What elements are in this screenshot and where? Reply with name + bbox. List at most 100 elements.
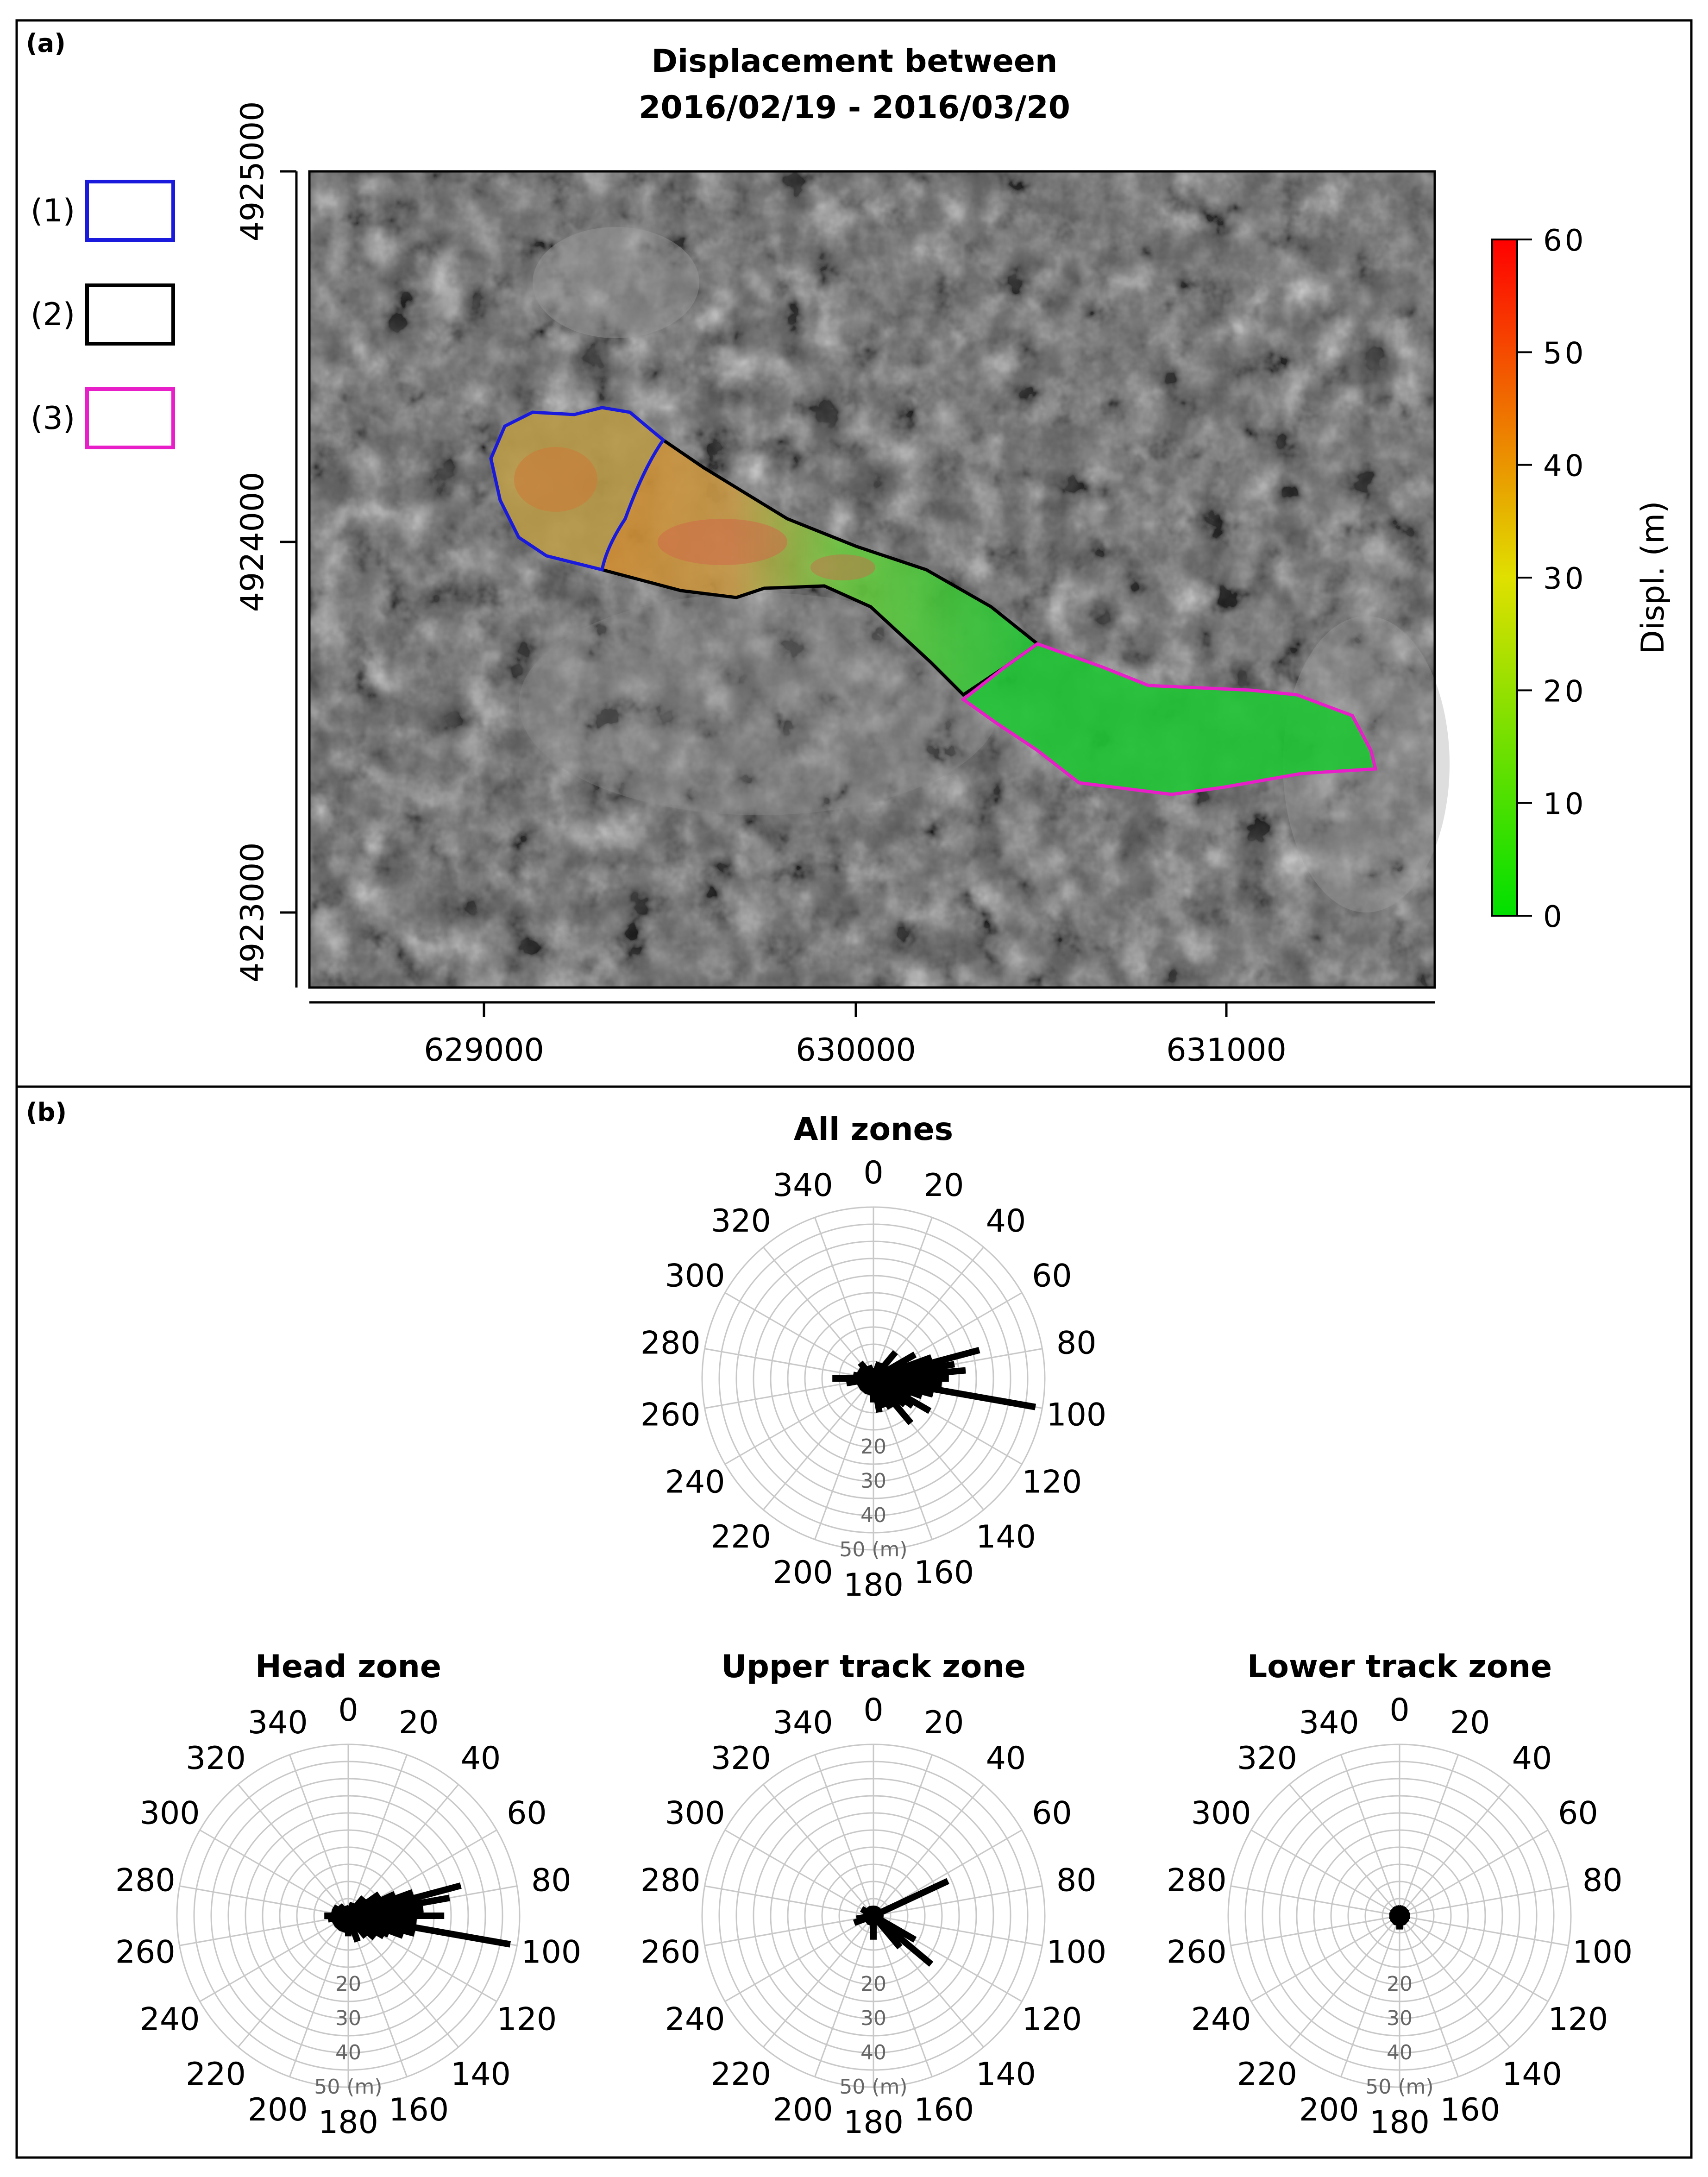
rose-angle-label: 80 xyxy=(531,1862,571,1899)
rose-angle-label: 280 xyxy=(1167,1862,1227,1899)
rose-angle-label: 320 xyxy=(711,1740,771,1777)
rose-angle-label: 200 xyxy=(248,2092,308,2128)
rose-spoke xyxy=(1250,1915,1400,2002)
rose-angle-label: 300 xyxy=(665,1795,725,1832)
rose-angle-label: 20 xyxy=(1450,1705,1490,1741)
rose-angle-label: 220 xyxy=(711,1519,771,1555)
rose-spoke xyxy=(1399,1915,1569,1946)
rose-spoke xyxy=(347,1754,408,1916)
colorbar-tick-label: 30 xyxy=(1543,562,1586,596)
rose-angle-label: 280 xyxy=(115,1862,176,1899)
rose-spoke xyxy=(704,1915,874,1946)
rose-spoke xyxy=(1399,1829,1549,1917)
rose-angle-label: 160 xyxy=(914,2092,974,2128)
rose-angle-label: 200 xyxy=(1299,2092,1359,2128)
rose-angle-label: 60 xyxy=(1032,1258,1072,1295)
rose-angle-label: 140 xyxy=(1502,2056,1562,2093)
rose-angle-label: 340 xyxy=(773,1167,833,1204)
colorbar: 0 10 20 30 40 50 60 Displ. (m) xyxy=(1491,224,1671,934)
rose-segment xyxy=(872,1354,933,1382)
rose-spoke xyxy=(289,1915,349,2077)
rose-spoke xyxy=(1399,1885,1569,1917)
rose-segment xyxy=(872,1878,949,1919)
rose-spoke xyxy=(1399,1915,1549,2002)
rose-angle-label: 20 xyxy=(924,1705,964,1741)
legend-label-1: (1) xyxy=(31,193,75,229)
rose-radial-label: 50 (m) xyxy=(1365,2075,1433,2099)
rose-angle-label: 240 xyxy=(665,2001,725,2038)
rose-spoke xyxy=(1340,1915,1400,2077)
rose-angle-label: 40 xyxy=(1512,1740,1552,1777)
rose-spoke xyxy=(1399,1915,1459,2077)
rose-angle-label: 80 xyxy=(1056,1325,1097,1362)
rose-angle-label: 60 xyxy=(1032,1795,1072,1832)
rose-angle-label: 20 xyxy=(399,1705,439,1741)
rose-title: Lower track zone xyxy=(1247,1648,1552,1685)
rose-title: Head zone xyxy=(255,1648,441,1685)
rose-center-cluster xyxy=(863,1906,884,1926)
rose-angle-label: 260 xyxy=(115,1934,176,1970)
rose-radial-label: 30 xyxy=(1387,2007,1413,2030)
rose-radial-label: 50 (m) xyxy=(839,1538,907,1561)
rose-angle-label: 180 xyxy=(1369,2104,1430,2141)
rose-spoke xyxy=(1399,1915,1510,2048)
rose-angle-label: 120 xyxy=(496,2001,557,2038)
rose-angle-label: 100 xyxy=(521,1934,581,1970)
rose-angle-label: 80 xyxy=(1582,1862,1623,1899)
rose-angle-label: 300 xyxy=(1191,1795,1251,1832)
rose-angle-label: 40 xyxy=(986,1203,1026,1240)
rose-center-cluster xyxy=(863,1368,884,1389)
map-x-axis: 629000 630000 631000 xyxy=(309,1001,1435,1069)
rose-spoke xyxy=(873,1885,1042,1917)
rose-spoke xyxy=(873,1217,933,1379)
rose-radial-label: 20 xyxy=(335,1972,361,1996)
rose-radial-label: 50 (m) xyxy=(839,2075,907,2099)
rose-angle-label: 60 xyxy=(1558,1795,1598,1832)
panel-b-frame xyxy=(15,1085,1693,2159)
rose-angle-label: 200 xyxy=(773,2092,833,2128)
rose-spoke xyxy=(814,1378,874,1540)
rose-radial-label: 40 xyxy=(860,1504,886,1527)
colorbar-tick-label: 40 xyxy=(1543,449,1586,484)
map-y-axis: 4925000 4924000 4923000 xyxy=(234,101,298,988)
rose-spoke xyxy=(704,1348,874,1379)
rose-angle-label: 100 xyxy=(1046,1934,1106,1970)
rose-spoke xyxy=(873,1915,1042,1946)
rose-angle-label: 280 xyxy=(640,1862,701,1899)
rose-angle-label: 340 xyxy=(248,1705,308,1741)
rose-angle-label: 160 xyxy=(389,2092,449,2128)
rose-spoke xyxy=(1231,1885,1400,1917)
rose-spoke xyxy=(179,1885,349,1917)
rose-angle-label: 200 xyxy=(773,1554,833,1591)
rose-spoke xyxy=(763,1378,874,1510)
rose-spoke xyxy=(1289,1784,1400,1916)
rose-angle-label: 140 xyxy=(451,2056,511,2093)
rose-angle-label: 0 xyxy=(1389,1692,1409,1729)
rose-angle-label: 260 xyxy=(640,1934,701,1970)
rose-spoke xyxy=(763,1246,874,1379)
rose-spoke xyxy=(763,1784,874,1916)
rose-angle-label: 0 xyxy=(863,1155,883,1191)
legend-label-3: (3) xyxy=(31,400,75,437)
colorbar-tick-label: 50 xyxy=(1543,336,1586,371)
rose-spoke xyxy=(1399,1754,1459,1916)
rose-spoke xyxy=(347,1784,459,1916)
rose-angle-label: 340 xyxy=(1299,1705,1359,1741)
zone-2-outline xyxy=(602,439,1040,697)
colorbar-tick-label: 20 xyxy=(1543,674,1586,709)
rose-angle-label: 220 xyxy=(1237,2056,1297,2093)
rose-spoke xyxy=(289,1754,349,1916)
rose-spoke xyxy=(814,1754,874,1916)
rose-spoke xyxy=(814,1217,874,1379)
legend-label-2: (2) xyxy=(31,296,75,333)
rose-spoke xyxy=(1250,1829,1400,1917)
y-tick-label: 4925000 xyxy=(234,101,271,242)
legend-swatch-3 xyxy=(85,387,175,449)
rose-radial-label: 20 xyxy=(860,1435,886,1459)
x-tick-label: 631000 xyxy=(1166,1032,1287,1069)
rose-angle-label: 240 xyxy=(665,1464,725,1501)
rose-spoke xyxy=(814,1915,874,2077)
rose-radial-label: 20 xyxy=(1387,1972,1413,1996)
satellite-basemap xyxy=(308,170,1450,989)
